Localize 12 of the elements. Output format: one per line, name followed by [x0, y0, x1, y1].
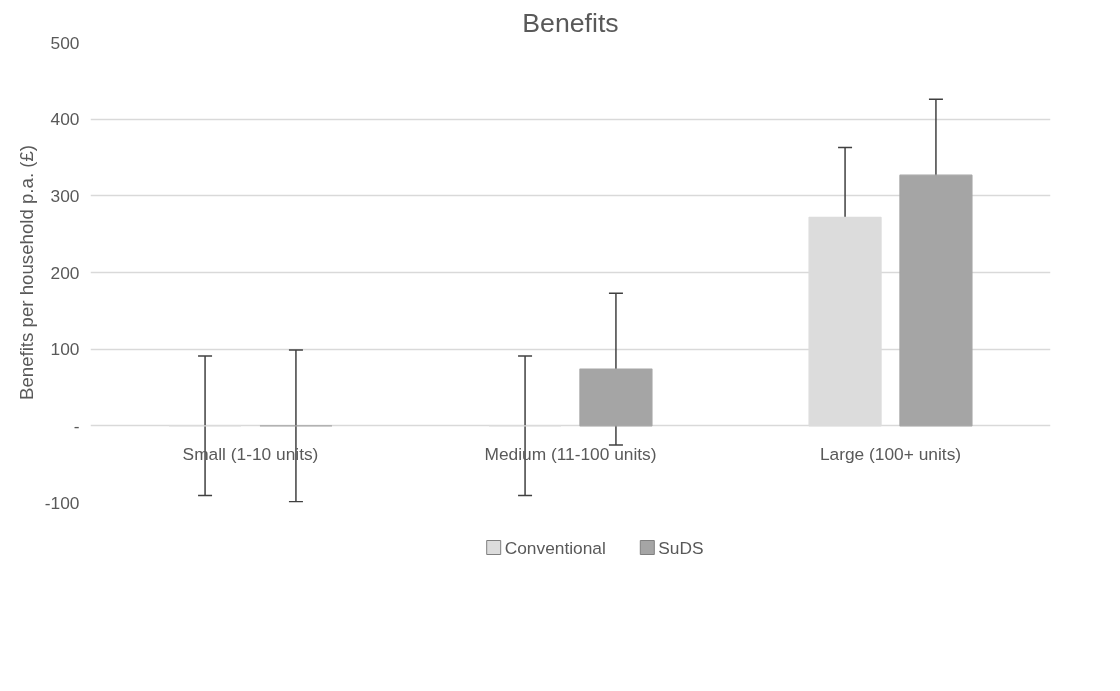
y-tick-label: 300 — [50, 185, 80, 206]
x-tick-label: Large (100+ units) — [819, 443, 962, 464]
y-tick-label: - — [73, 415, 80, 436]
y-tick-label: 200 — [50, 262, 80, 283]
chart-title: Benefits — [522, 7, 619, 38]
legend-label: Conventional — [504, 537, 606, 558]
y-axis-title: Benefits per household p.a. (£) — [15, 144, 37, 401]
y-tick-label: 500 — [50, 32, 80, 53]
y-tick-label: 100 — [50, 339, 80, 360]
y-tick-label: 400 — [50, 109, 80, 130]
y-tick-label: -100 — [44, 492, 80, 513]
legend-label: SuDS — [658, 537, 704, 558]
